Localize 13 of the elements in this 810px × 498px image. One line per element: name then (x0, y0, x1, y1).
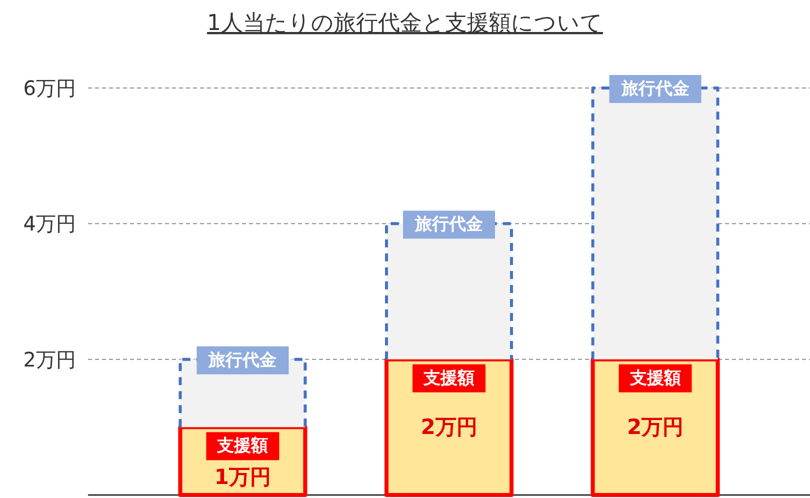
y-tick-label: 2万円 (23, 347, 76, 372)
text: 旅行代金 (621, 79, 690, 99)
data-label: 2万円 (420, 415, 478, 440)
series-label: 旅行代金 (208, 350, 277, 370)
chart-title: 1人当たりの旅行代金と支援額について (207, 11, 603, 36)
y-tick-label: 4万円 (23, 212, 76, 236)
series-label: 支援額 (216, 436, 268, 456)
y-tick-label: 6万円 (23, 76, 76, 100)
text: 支援額 (424, 368, 474, 388)
text: 支援額 (630, 368, 681, 388)
text: 旅行代金 (415, 214, 483, 235)
data-label: 2万円 (626, 415, 684, 440)
data-label: 1万円 (214, 465, 272, 490)
